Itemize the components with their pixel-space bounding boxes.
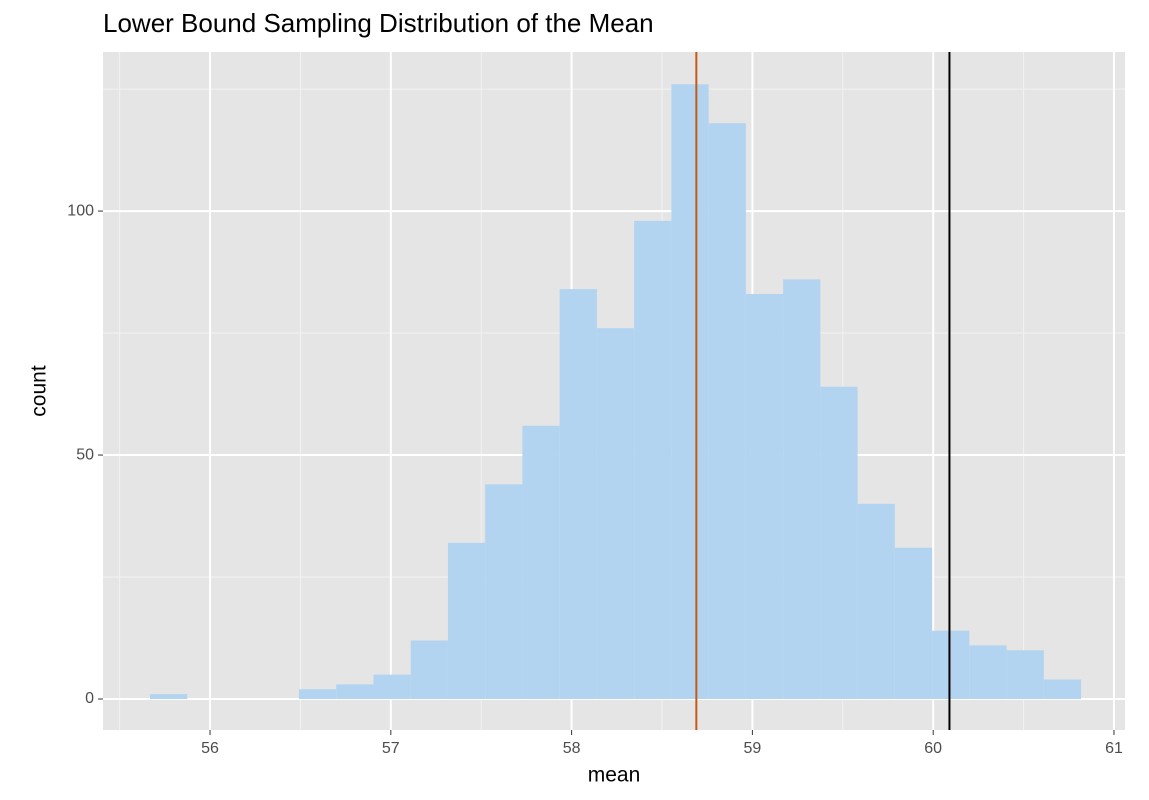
bar bbox=[522, 425, 560, 700]
bar bbox=[410, 640, 448, 700]
bar bbox=[894, 547, 933, 700]
bar bbox=[150, 694, 188, 700]
bar bbox=[1006, 650, 1044, 700]
x-tick-label: 56 bbox=[201, 740, 219, 757]
x-tick-label: 58 bbox=[563, 740, 581, 757]
bar bbox=[745, 294, 784, 700]
chart-title: Lower Bound Sampling Distribution of the… bbox=[103, 8, 654, 38]
bar bbox=[373, 674, 411, 700]
bar bbox=[596, 328, 635, 700]
y-tick-label: 0 bbox=[85, 690, 94, 707]
bar bbox=[1043, 679, 1082, 700]
y-tick-label: 100 bbox=[67, 202, 94, 219]
bar bbox=[969, 645, 1007, 700]
x-axis-title: mean bbox=[588, 764, 641, 787]
y-tick-label: 50 bbox=[76, 446, 94, 463]
bar bbox=[820, 386, 858, 700]
bar bbox=[634, 220, 672, 700]
bar bbox=[783, 279, 821, 700]
x-tick-label: 57 bbox=[382, 740, 400, 757]
bar bbox=[485, 484, 523, 700]
bar bbox=[932, 630, 970, 700]
bar bbox=[447, 542, 486, 700]
bar bbox=[671, 84, 709, 700]
bar bbox=[336, 684, 374, 700]
bar bbox=[708, 123, 746, 700]
x-tick-label: 61 bbox=[1105, 740, 1123, 757]
bar bbox=[559, 289, 597, 700]
bar bbox=[857, 503, 895, 700]
x-tick-label: 59 bbox=[743, 740, 761, 757]
x-tick-label: 60 bbox=[924, 740, 942, 757]
bar bbox=[298, 689, 337, 700]
y-axis-title: count bbox=[28, 365, 51, 417]
